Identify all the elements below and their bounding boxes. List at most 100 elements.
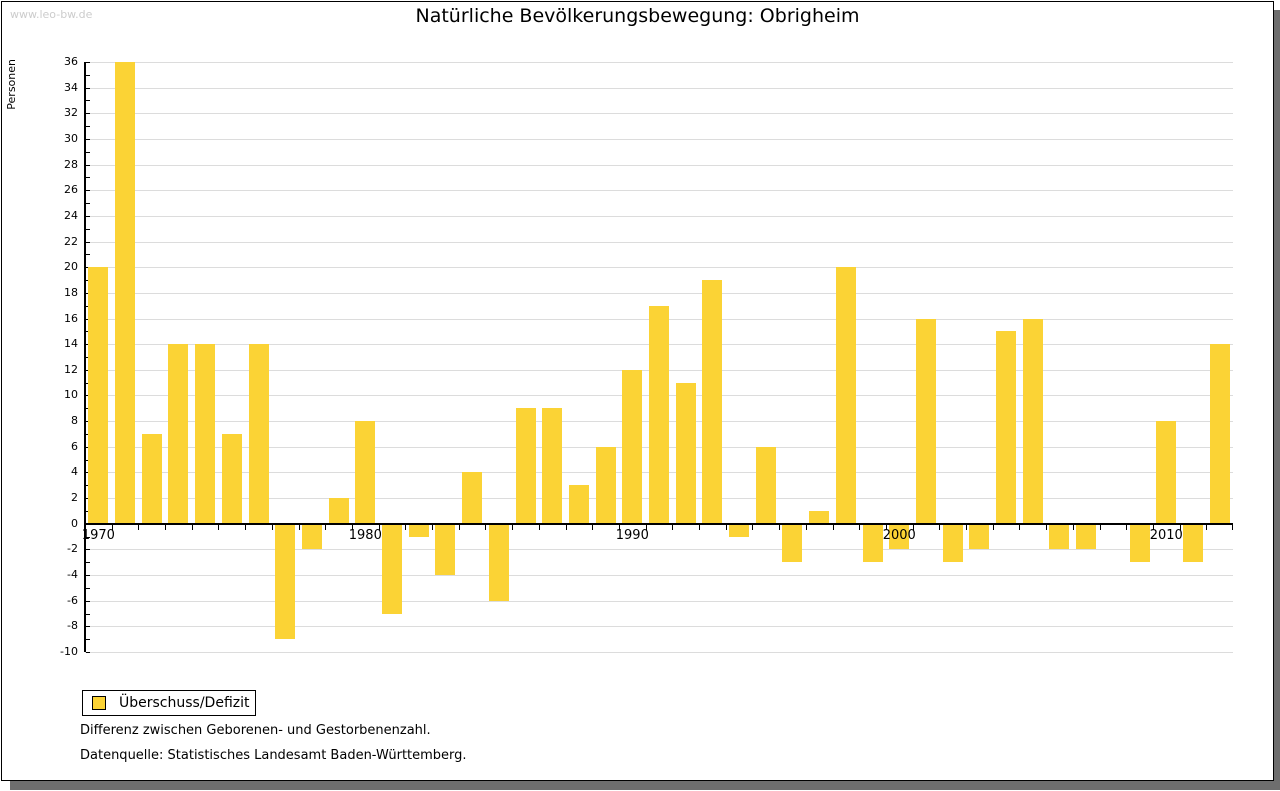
y-tick: [86, 600, 90, 602]
gridline: [85, 575, 1233, 577]
y-tick: [86, 241, 90, 243]
x-tick: [1206, 524, 1208, 530]
bar-1999: [862, 523, 883, 563]
x-tick: [1046, 524, 1048, 530]
y-tick-label: 4: [71, 465, 78, 479]
y-tick-label: 30: [64, 131, 78, 145]
y-tick-label: 34: [64, 80, 78, 94]
x-tick-label-2000: 2000: [882, 527, 916, 543]
x-tick: [912, 524, 914, 530]
x-tick: [245, 524, 247, 530]
x-tick: [1072, 524, 1074, 530]
x-tick: [992, 524, 994, 530]
y-tick-label: -2: [67, 542, 78, 556]
bar-2009: [1129, 523, 1150, 563]
bar-1991: [649, 305, 669, 524]
bar-1984: [462, 472, 483, 524]
legend: Überschuss/Defizit: [82, 690, 256, 716]
x-tick-label-1990: 1990: [615, 527, 649, 543]
x-tick: [325, 524, 327, 530]
bar-1975: [221, 433, 242, 524]
y-tick: [86, 613, 90, 615]
bar-1994: [729, 523, 750, 537]
y-tick: [86, 472, 90, 474]
bar-2012: [1209, 344, 1230, 524]
y-tick: [86, 138, 90, 140]
footnote-source: Datenquelle: Statistisches Landesamt Bad…: [80, 748, 467, 763]
bar-1972: [141, 433, 162, 524]
x-axis-line: [85, 522, 1233, 525]
bar-1995: [755, 446, 776, 524]
y-tick-label: 14: [64, 337, 78, 351]
x-tick: [725, 524, 727, 530]
x-tick: [618, 524, 620, 530]
y-tick-label: 24: [64, 208, 78, 222]
y-tick: [86, 113, 90, 115]
y-tick-label: -8: [67, 619, 78, 633]
y-tick: [86, 215, 90, 217]
y-tick: [86, 203, 90, 205]
y-tick: [86, 280, 90, 282]
y-tick-label: 2: [71, 491, 78, 505]
y-tick: [86, 228, 90, 230]
x-tick: [699, 524, 701, 530]
bar-1979: [328, 498, 349, 524]
bar-1992: [675, 382, 696, 524]
x-tick: [458, 524, 460, 530]
y-tick: [86, 190, 90, 192]
gridline: [85, 113, 1233, 115]
y-tick: [86, 151, 90, 153]
x-tick: [672, 524, 674, 530]
gridline: [85, 164, 1233, 166]
x-tick: [592, 524, 594, 530]
bar-2006: [1049, 523, 1070, 550]
footnote-definition: Differenz zwischen Geborenen- und Gestor…: [80, 723, 431, 738]
y-tick: [86, 510, 90, 512]
y-tick: [86, 446, 90, 448]
x-tick: [538, 524, 540, 530]
bar-2000: [889, 523, 910, 550]
x-tick: [1099, 524, 1101, 530]
y-tick: [86, 485, 90, 487]
x-tick: [939, 524, 941, 530]
x-tick: [405, 524, 407, 530]
x-tick: [138, 524, 140, 530]
legend-label: Überschuss/Defizit: [119, 695, 250, 711]
y-tick: [86, 408, 90, 410]
y-tick-label: -4: [67, 568, 78, 582]
gridline: [85, 626, 1233, 628]
bar-1980: [355, 421, 376, 524]
y-tick: [86, 382, 90, 384]
y-tick-label: 36: [64, 55, 78, 68]
watermark: www.leo-bw.de: [10, 8, 93, 21]
x-tick: [1019, 524, 1021, 530]
gridline: [85, 190, 1233, 192]
y-tick: [86, 100, 90, 102]
gridline: [85, 87, 1233, 89]
y-tick: [86, 292, 90, 294]
bar-2005: [1022, 318, 1043, 524]
x-tick: [351, 524, 353, 530]
y-tick: [86, 357, 90, 358]
bar-2003: [969, 523, 990, 550]
bar-1978: [301, 523, 322, 550]
bar-1982: [408, 523, 429, 537]
gridline: [85, 241, 1233, 243]
bar-1990: [622, 369, 643, 524]
gridline: [85, 267, 1233, 269]
bar-2007: [1076, 523, 1097, 550]
bar-1977: [275, 523, 296, 640]
y-tick: [86, 562, 90, 564]
bar-1973: [168, 344, 189, 524]
y-tick: [86, 164, 90, 166]
bar-2010: [1156, 421, 1177, 524]
bar-1976: [248, 344, 269, 524]
x-tick: [752, 524, 754, 530]
y-tick-label: 20: [64, 260, 78, 274]
x-tick-label-2010: 2010: [1149, 527, 1183, 543]
x-tick: [378, 524, 380, 530]
x-tick: [885, 524, 887, 530]
bar-1983: [435, 523, 456, 576]
bar-1985: [488, 523, 509, 601]
